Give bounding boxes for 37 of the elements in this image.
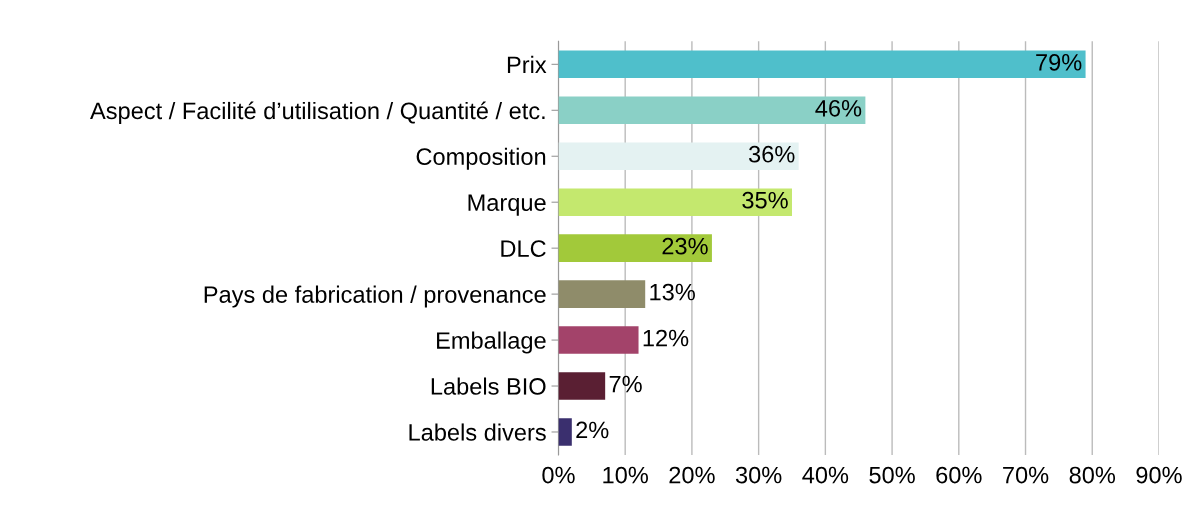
data-label: 46% — [815, 99, 862, 117]
x-tick-label: 30% — [735, 466, 782, 484]
x-tick-label: 0% — [542, 466, 575, 484]
x-tick-label: 20% — [669, 466, 715, 484]
bar — [558, 418, 572, 446]
y-tick-label: Marque — [468, 194, 546, 216]
bar — [558, 372, 606, 400]
x-tick-label: 90% — [1136, 466, 1182, 484]
y-tick-label: Aspect / Facilité d’utilisation / Quantité / etc. — [90, 101, 545, 124]
bar — [558, 50, 1086, 79]
bar — [558, 280, 646, 308]
data-label: 35% — [742, 191, 788, 209]
bar — [558, 188, 792, 216]
data-label: 23% — [662, 237, 708, 255]
y-tick-label: Labels divers — [409, 423, 546, 441]
bar — [558, 96, 866, 125]
data-label: 13% — [650, 283, 695, 301]
data-label: 12% — [643, 329, 689, 347]
bar — [558, 142, 799, 171]
data-label: 79% — [1036, 53, 1082, 71]
data-label: 2% — [576, 421, 609, 439]
y-tick-label: Composition — [416, 147, 546, 170]
y-tick-label: Labels BIO — [431, 377, 546, 395]
data-label: 36% — [748, 145, 795, 163]
x-tick-label: 50% — [869, 466, 915, 484]
y-tick-label: Pays de fabrication / provenance — [204, 285, 546, 308]
bar — [558, 326, 639, 354]
x-tick-label: 40% — [802, 466, 849, 484]
x-tick-label: 70% — [1003, 466, 1049, 484]
y-tick-label: DLC — [501, 240, 546, 257]
x-tick-label: 80% — [1069, 466, 1116, 484]
bar — [558, 234, 712, 262]
y-tick-label: Prix — [507, 55, 547, 73]
x-tick-label: 60% — [936, 466, 982, 484]
x-tick-label: 10% — [603, 466, 648, 484]
y-tick-label: Emballage — [437, 331, 546, 354]
data-label: 7% — [609, 375, 642, 393]
